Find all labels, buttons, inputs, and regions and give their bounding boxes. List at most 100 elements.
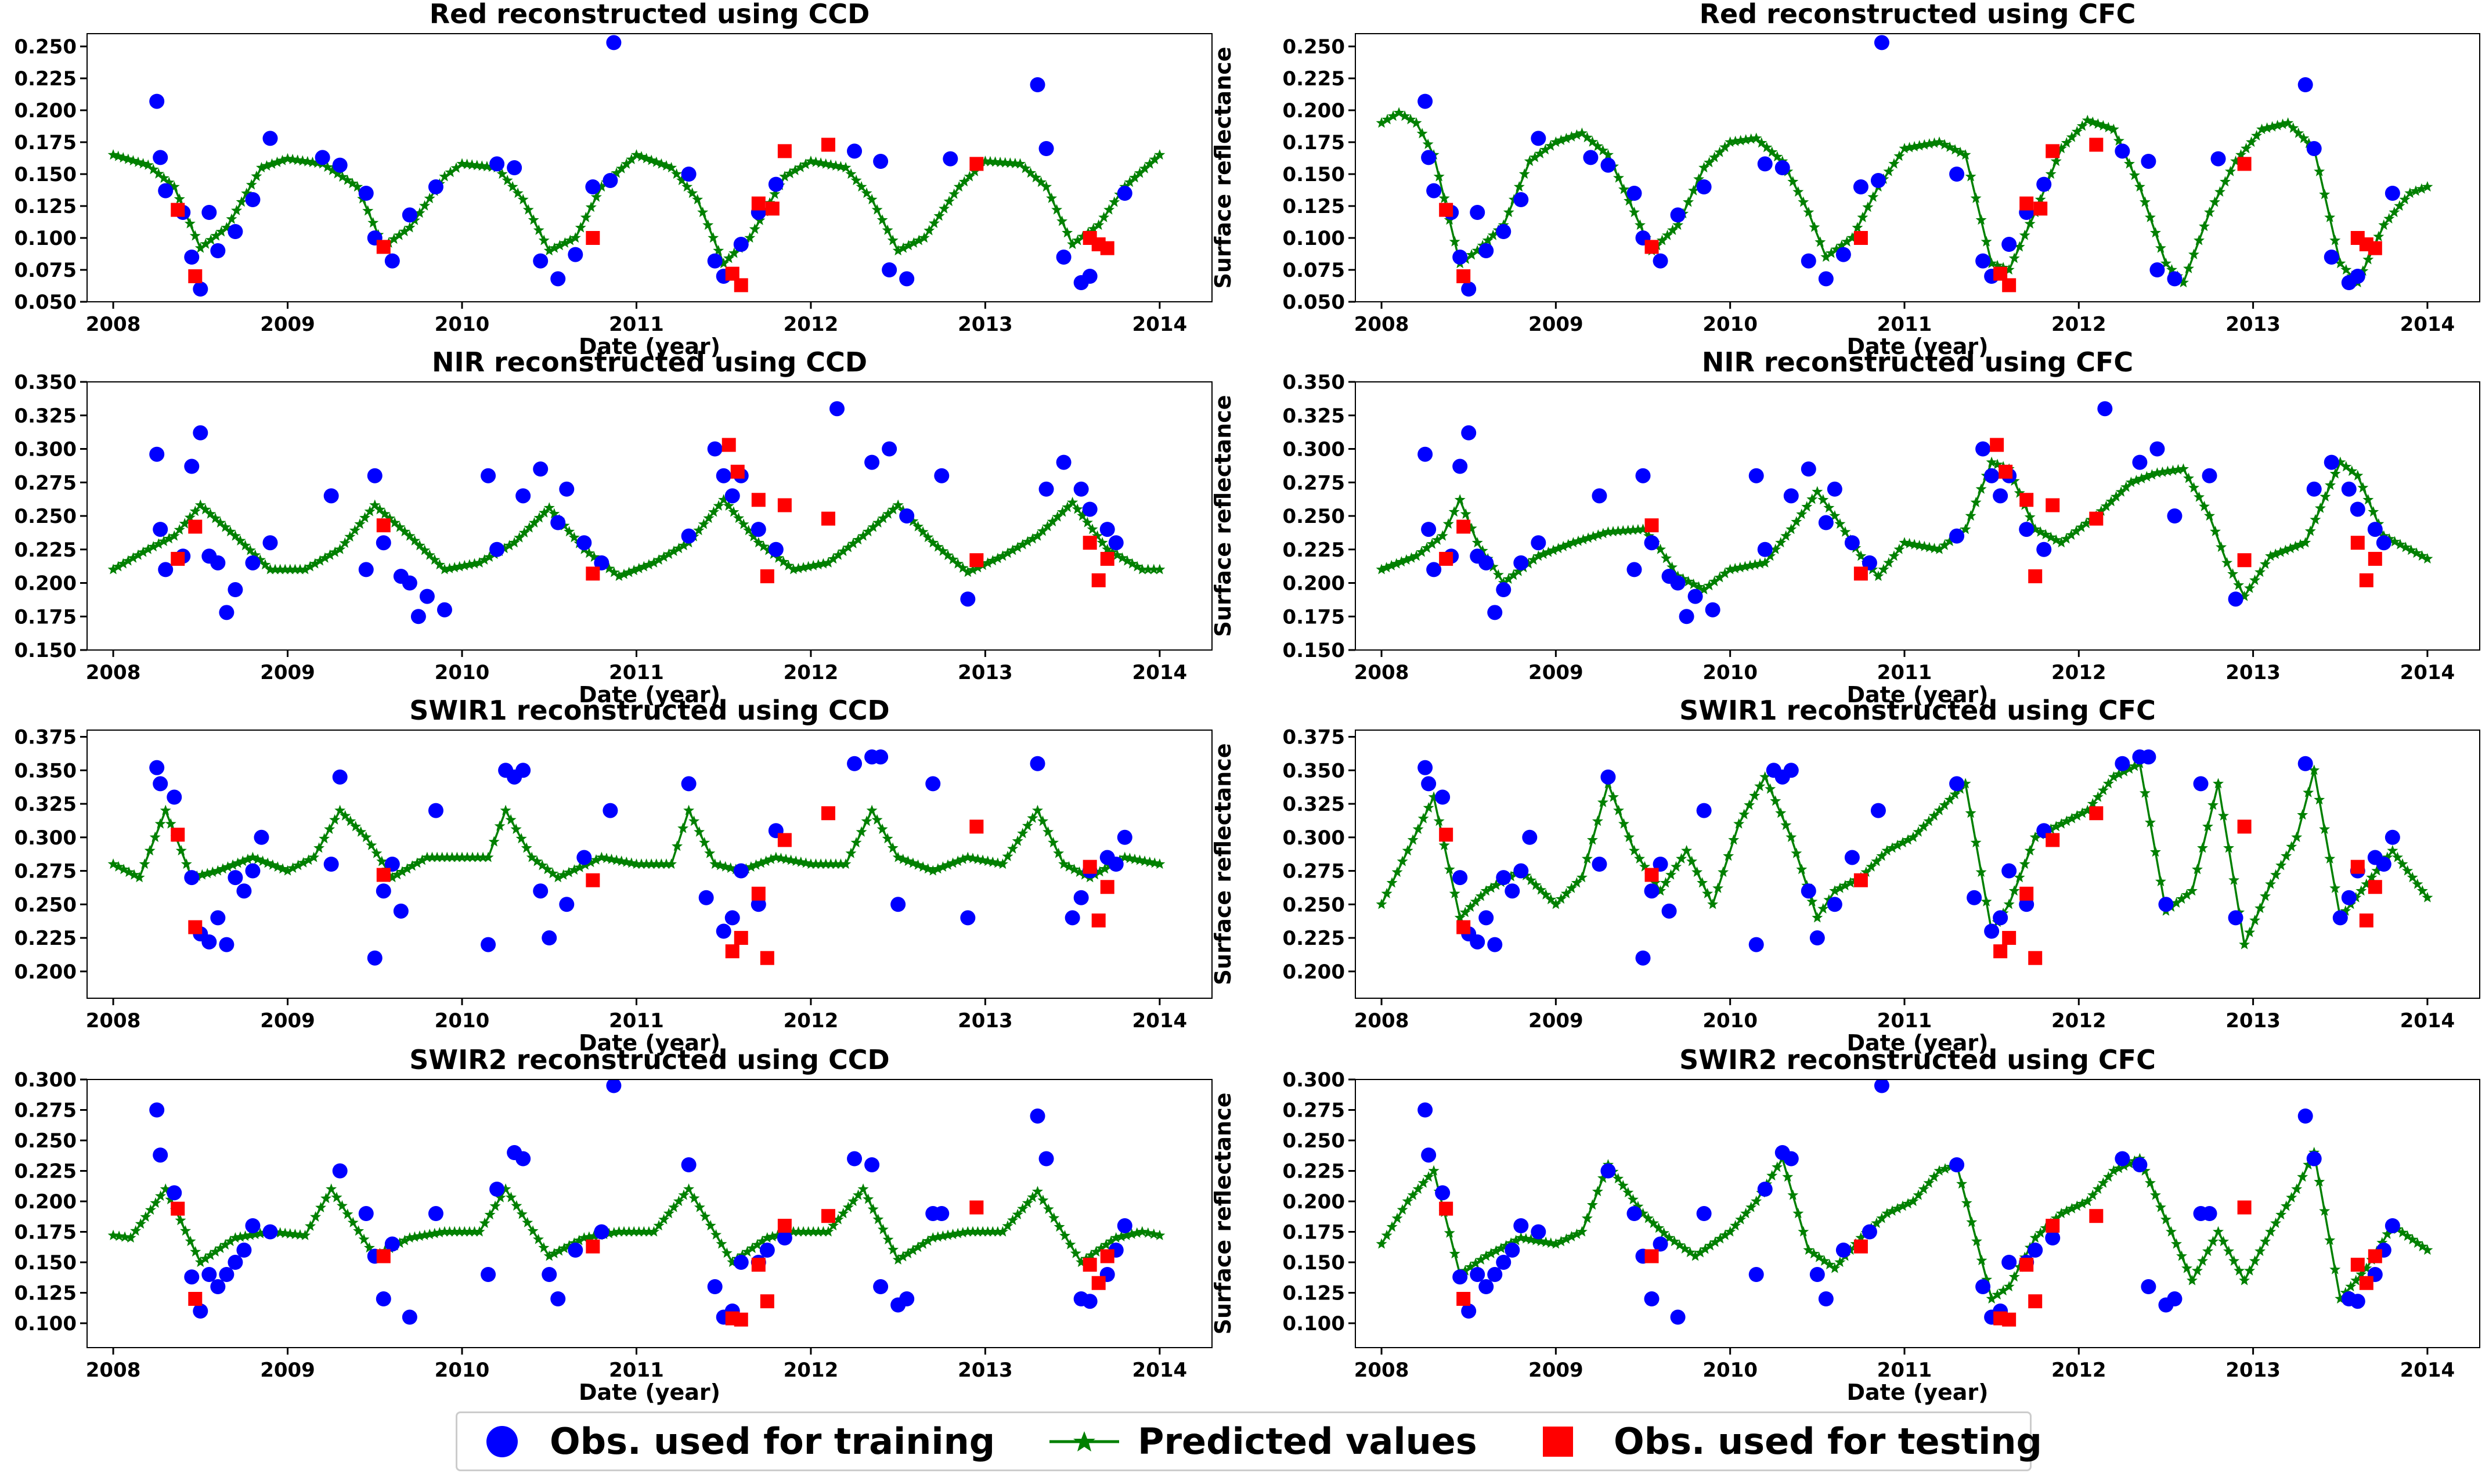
predicted-point [984,156,996,167]
predicted-point [339,537,351,548]
predicted-point [583,547,595,558]
predicted-point [2050,1212,2062,1223]
training-point [376,883,391,899]
predicted-point [107,858,119,869]
training-point [1626,562,1642,577]
predicted-point [424,193,435,204]
predicted-point [913,234,925,245]
predicted-point [2290,540,2301,551]
predicted-point [2213,778,2224,789]
training-point [245,555,261,571]
training-point [358,186,374,201]
y-tick-label: 0.350 [14,371,77,394]
predicted-point [803,1226,814,1237]
predicted-point [1918,139,1930,150]
predicted-point [1475,890,1487,901]
predicted-point [1886,1205,1898,1216]
predicted-point [655,158,667,169]
predicted-point [336,1200,348,1211]
predicted-point [857,530,869,541]
predicted-point [967,1226,979,1237]
predicted-point [1986,1293,1997,1304]
training-point [332,157,348,173]
training-point [149,1102,165,1118]
predicted-point [558,869,569,880]
x-tick-label: 2009 [260,313,315,336]
predicted-point [1510,1234,1522,1245]
predicted-point [1106,546,1118,557]
training-point [1809,1267,1825,1282]
y-tick-label: 0.150 [14,163,77,186]
predicted-point [1704,580,1715,591]
training-point [1073,481,1089,497]
predicted-point [345,815,356,826]
predicted-point [871,814,883,825]
predicted-point [1909,140,1920,151]
predicted-point [2256,124,2268,135]
predicted-point [744,232,756,243]
predicted-point [439,171,450,182]
predicted-point [1482,234,1494,245]
predicted-point [942,1229,954,1240]
y-tick-label: 0.225 [14,539,77,562]
predicted-point [1002,547,1013,558]
predicted-point [813,1226,824,1237]
training-point [323,488,339,504]
predicted-point [1121,1229,1132,1240]
predicted-point [1426,538,1438,549]
predicted-point [867,1203,879,1214]
training-point [707,441,723,457]
training-point [751,522,766,537]
predicted-point [1524,156,1535,167]
predicted-point [1072,503,1083,514]
predicted-point [2329,234,2341,245]
predicted-point [1007,843,1019,854]
predicted-point [628,565,640,576]
predicted-point [1539,144,1551,155]
predicted-point [2355,885,2367,896]
predicted-point [892,1254,904,1265]
predicted-point [1852,222,1863,233]
predicted-point [1000,157,1011,168]
predicted-point [419,544,431,555]
training-point [2045,1230,2061,1245]
predicted-point [1730,135,1741,146]
training-point [2297,756,2313,771]
training-point [1487,605,1503,620]
predicted-point [459,1226,470,1237]
training-point [1461,281,1477,297]
predicted-point [1565,131,1577,142]
predicted-point [683,1183,695,1194]
predicted-point [1686,855,1698,866]
predicted-point [2149,227,2161,238]
predicted-point [454,561,466,572]
predicted-point [210,512,221,523]
predicted-point [1137,1226,1148,1237]
predicted-point [526,851,538,862]
predicted-point [292,154,304,165]
testing-point [1100,1249,1114,1263]
predicted-point [242,853,254,864]
predicted-point [2130,475,2142,486]
predicted-point [1487,561,1499,572]
training-point [193,425,208,440]
predicted-point [2355,1269,2367,1280]
predicted-point [1004,157,1016,168]
predicted-point [1878,564,1889,575]
predicted-point [127,155,139,166]
predicted-point [1643,1212,1654,1223]
predicted-point [215,226,227,237]
predicted-point [947,554,959,565]
predicted-point [138,546,149,557]
predicted-point [1674,1239,1686,1250]
training-point [402,1309,417,1325]
predicted-point [1829,510,1841,521]
training-point [323,857,339,872]
predicted-point [2183,472,2194,483]
predicted-point [1881,1208,1893,1219]
predicted-point [2319,823,2331,834]
y-tick-label: 0.175 [14,131,77,154]
training-point [1531,1224,1546,1240]
predicted-point [2149,846,2161,857]
